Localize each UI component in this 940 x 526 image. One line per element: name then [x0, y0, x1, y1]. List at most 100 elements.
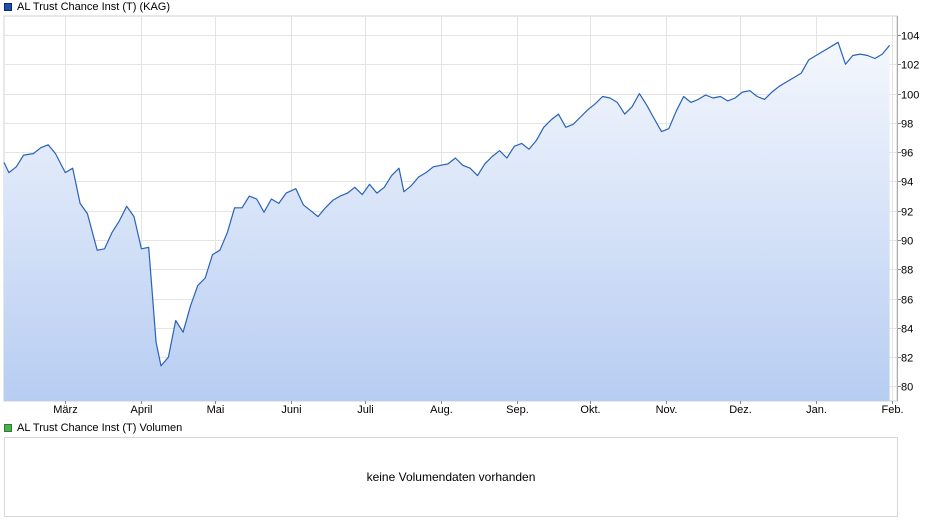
- price-point: [499, 150, 500, 151]
- price-point: [845, 64, 846, 65]
- price-point: [742, 92, 743, 93]
- y-tick-label: 102: [901, 60, 919, 72]
- price-point: [234, 207, 235, 208]
- price-point: [668, 128, 669, 129]
- price-point: [587, 109, 588, 110]
- price-point: [712, 97, 713, 98]
- price-point: [639, 93, 640, 94]
- price-point: [801, 73, 802, 74]
- price-point: [376, 193, 377, 194]
- price-point: [617, 102, 618, 103]
- y-tick-label: 94: [901, 177, 913, 189]
- price-point: [830, 46, 831, 47]
- price-point: [325, 207, 326, 208]
- price-point: [874, 58, 875, 59]
- price-point: [384, 187, 385, 188]
- price-legend-swatch: [4, 3, 12, 11]
- y-tick-label: 88: [901, 265, 913, 277]
- price-point: [646, 105, 647, 106]
- price-point: [676, 111, 677, 112]
- price-point: [55, 153, 56, 154]
- price-point: [111, 232, 112, 233]
- volume-legend-label: AL Trust Chance Inst (T) Volumen: [17, 422, 183, 434]
- price-legend: AL Trust Chance Inst (T) (KAG): [4, 0, 170, 14]
- y-tick-label: 90: [901, 236, 913, 248]
- price-point: [624, 114, 625, 115]
- price-point: [440, 165, 441, 166]
- y-tick-label: 98: [901, 119, 913, 131]
- price-point: [683, 96, 684, 97]
- price-point: [104, 248, 105, 249]
- volume-legend-swatch: [4, 424, 12, 432]
- price-point: [551, 119, 552, 120]
- price-point: [528, 149, 529, 150]
- price-point: [133, 216, 134, 217]
- y-tick-label: 104: [901, 31, 919, 43]
- price-point: [889, 45, 890, 46]
- price-point: [205, 277, 206, 278]
- price-point: [87, 213, 88, 214]
- price-point: [654, 118, 655, 119]
- x-tick-label: April: [130, 404, 152, 416]
- price-point: [183, 332, 184, 333]
- price-point: [310, 210, 311, 211]
- volume-panel: keine Volumendaten vorhanden: [4, 437, 898, 517]
- price-point: [492, 156, 493, 157]
- price-chart: 80 82 84 86 88 90 92 94 96 98 100 102 104 März April Ma…: [3, 15, 919, 416]
- x-tick-label: Juni: [281, 404, 301, 416]
- price-point: [661, 131, 662, 132]
- y-tick-label: 80: [901, 382, 913, 394]
- price-point: [126, 206, 127, 207]
- price-point: [278, 203, 279, 204]
- price-point: [602, 96, 603, 97]
- price-point: [462, 165, 463, 166]
- price-point: [808, 59, 809, 60]
- price-point: [521, 143, 522, 144]
- price-point: [295, 188, 296, 189]
- price-point: [347, 193, 348, 194]
- price-point: [23, 155, 24, 156]
- x-tick-label: Okt.: [580, 404, 600, 416]
- price-point: [470, 168, 471, 169]
- price-point: [97, 250, 98, 251]
- price-point: [332, 200, 333, 201]
- price-point: [80, 203, 81, 204]
- x-tick-label: Sep.: [506, 404, 529, 416]
- price-point: [580, 116, 581, 117]
- price-point: [447, 163, 448, 164]
- price-point: [8, 172, 9, 173]
- price-point: [354, 187, 355, 188]
- price-point: [433, 166, 434, 167]
- price-point: [882, 54, 883, 55]
- x-tick-label: Jan.: [806, 404, 827, 416]
- x-tick-label: Mai: [207, 404, 225, 416]
- price-point: [263, 212, 264, 213]
- price-point: [720, 96, 721, 97]
- price-point: [484, 163, 485, 164]
- price-point: [565, 127, 566, 128]
- price-point: [175, 320, 176, 321]
- price-point: [212, 254, 213, 255]
- y-tick-label: 92: [901, 207, 913, 219]
- y-tick-label: 84: [901, 324, 913, 336]
- price-point: [317, 216, 318, 217]
- price-point: [48, 144, 49, 145]
- price-point: [705, 94, 706, 95]
- price-point: [249, 196, 250, 197]
- price-point: [197, 285, 198, 286]
- volume-empty-message: keine Volumendaten vorhanden: [366, 470, 536, 484]
- price-point: [286, 193, 287, 194]
- price-point: [823, 51, 824, 52]
- y-tick-label: 96: [901, 148, 913, 160]
- price-point: [690, 102, 691, 103]
- price-point: [148, 247, 149, 248]
- x-tick-label: Juli: [357, 404, 374, 416]
- price-point: [369, 184, 370, 185]
- price-point: [168, 357, 169, 358]
- price-point: [160, 365, 161, 366]
- price-point: [303, 204, 304, 205]
- y-tick-label: 82: [901, 353, 913, 365]
- price-point: [33, 153, 34, 154]
- price-point: [403, 191, 404, 192]
- price-point: [65, 172, 66, 173]
